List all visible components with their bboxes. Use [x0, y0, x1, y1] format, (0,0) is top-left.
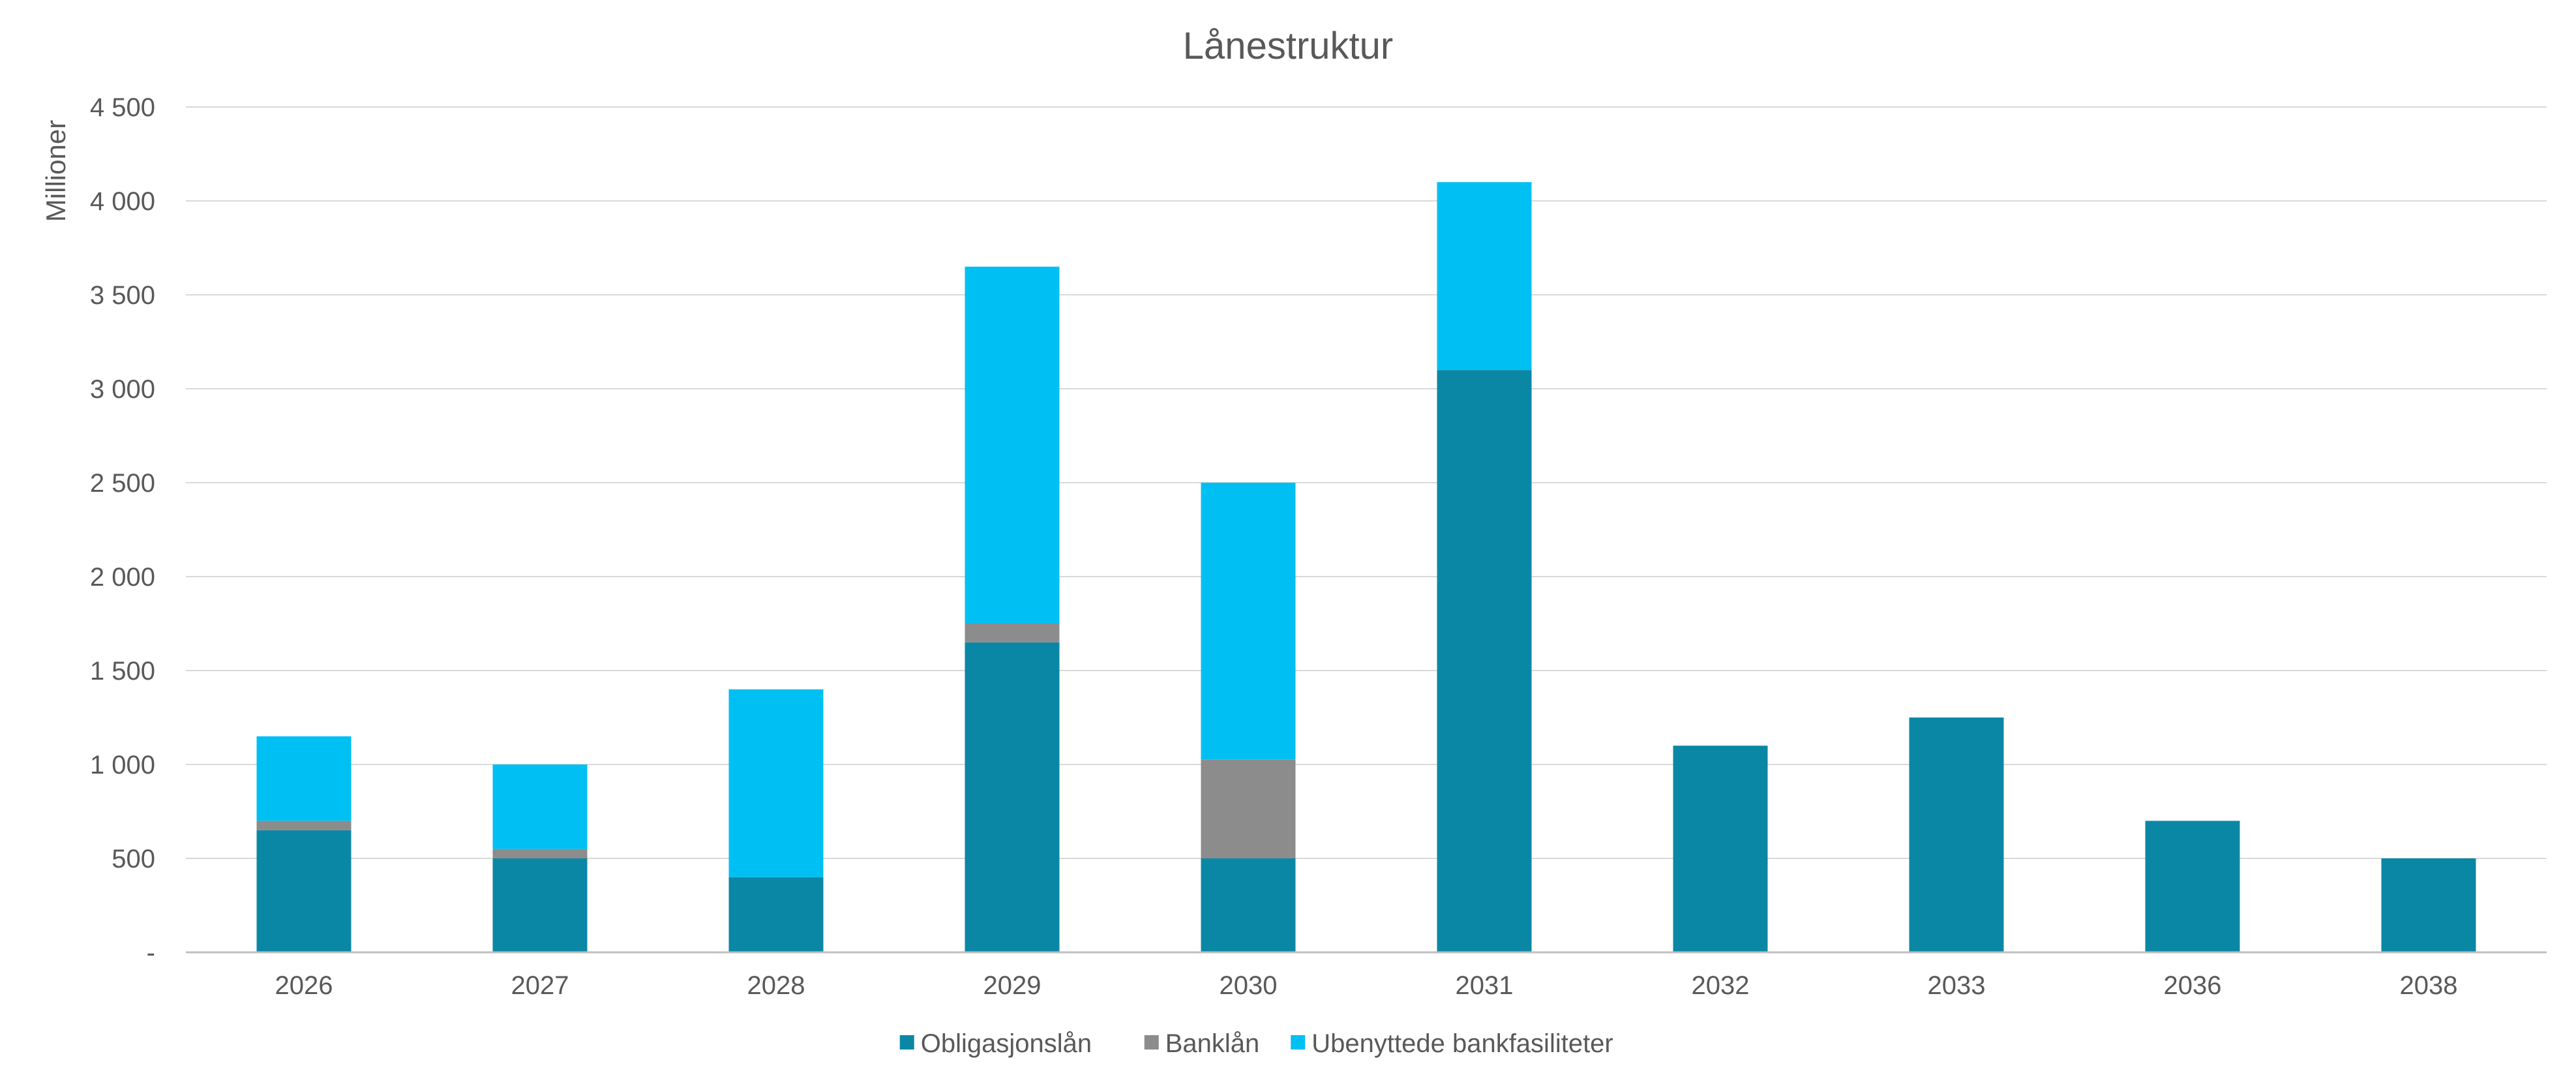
- y-tick-label: 500: [112, 845, 155, 873]
- bar-segment: [1437, 182, 1532, 370]
- bar-segment: [1437, 370, 1532, 952]
- y-tick-label: 1 000: [90, 751, 155, 779]
- legend-label: Banklån: [1165, 1029, 1260, 1058]
- bar-segment: [492, 858, 588, 952]
- legend-swatch: [1144, 1035, 1159, 1050]
- legend-swatch: [1291, 1035, 1306, 1050]
- legend-swatch: [899, 1035, 914, 1050]
- x-tick-label: 2033: [1928, 971, 1986, 1000]
- y-axis-tick-labels: - 500 1 000 1 500 2 000 2 500 3 000 3 500 4 000 4…: [90, 93, 155, 967]
- bar-segment: [1201, 483, 1296, 760]
- bar-segment: [2381, 858, 2476, 952]
- bar-segment: [728, 877, 824, 952]
- gridlines: [186, 106, 2547, 859]
- bar-segment: [256, 821, 352, 830]
- bar-segment: [492, 764, 588, 849]
- x-axis-tick-labels: 2026 2027 2028 2029 2030 2031 2032 2033 2036 2038: [275, 971, 2458, 1000]
- bar-segment: [965, 624, 1060, 642]
- x-tick-label: 2031: [1456, 971, 1514, 1000]
- y-tick-label: 2 500: [90, 469, 155, 498]
- bars: [256, 182, 2476, 952]
- y-tick-label: 1 500: [90, 657, 155, 686]
- bar-segment: [1673, 746, 1768, 952]
- x-tick-label: 2026: [275, 971, 333, 1000]
- legend-label: Obligasjonslån: [921, 1029, 1092, 1058]
- x-tick-label: 2038: [2400, 971, 2458, 1000]
- y-tick-label: -: [147, 939, 155, 967]
- legend-label: Ubenyttede bankfasiliteter: [1311, 1029, 1613, 1058]
- bar-segment: [256, 830, 352, 952]
- y-tick-label: 4 500: [90, 93, 155, 122]
- x-tick-label: 2029: [983, 971, 1041, 1000]
- y-tick-label: 3 000: [90, 375, 155, 404]
- bar-segment: [492, 849, 588, 858]
- y-tick-label: 3 500: [90, 281, 155, 310]
- x-tick-label: 2027: [511, 971, 569, 1000]
- bar-segment: [1201, 858, 1296, 952]
- bar-segment: [256, 736, 352, 821]
- x-tick-label: 2032: [1692, 971, 1750, 1000]
- x-tick-label: 2028: [747, 971, 805, 1000]
- y-tick-label: 4 000: [90, 187, 155, 216]
- x-tick-label: 2030: [1220, 971, 1278, 1000]
- bar-segment: [1201, 759, 1296, 858]
- bar-segment: [1909, 718, 2004, 952]
- x-tick-label: 2036: [2164, 971, 2222, 1000]
- legend: Obligasjonslån Banklån Ubenyttede bankfasi…: [899, 1029, 1613, 1058]
- bar-segment: [2145, 821, 2240, 952]
- bar-segment: [965, 642, 1060, 952]
- chart-title: Lånestruktur: [1183, 25, 1393, 67]
- bar-segment: [728, 689, 824, 877]
- y-tick-label: 2 000: [90, 563, 155, 592]
- y-axis-title: Millioner: [40, 120, 71, 222]
- bar-segment: [965, 266, 1060, 624]
